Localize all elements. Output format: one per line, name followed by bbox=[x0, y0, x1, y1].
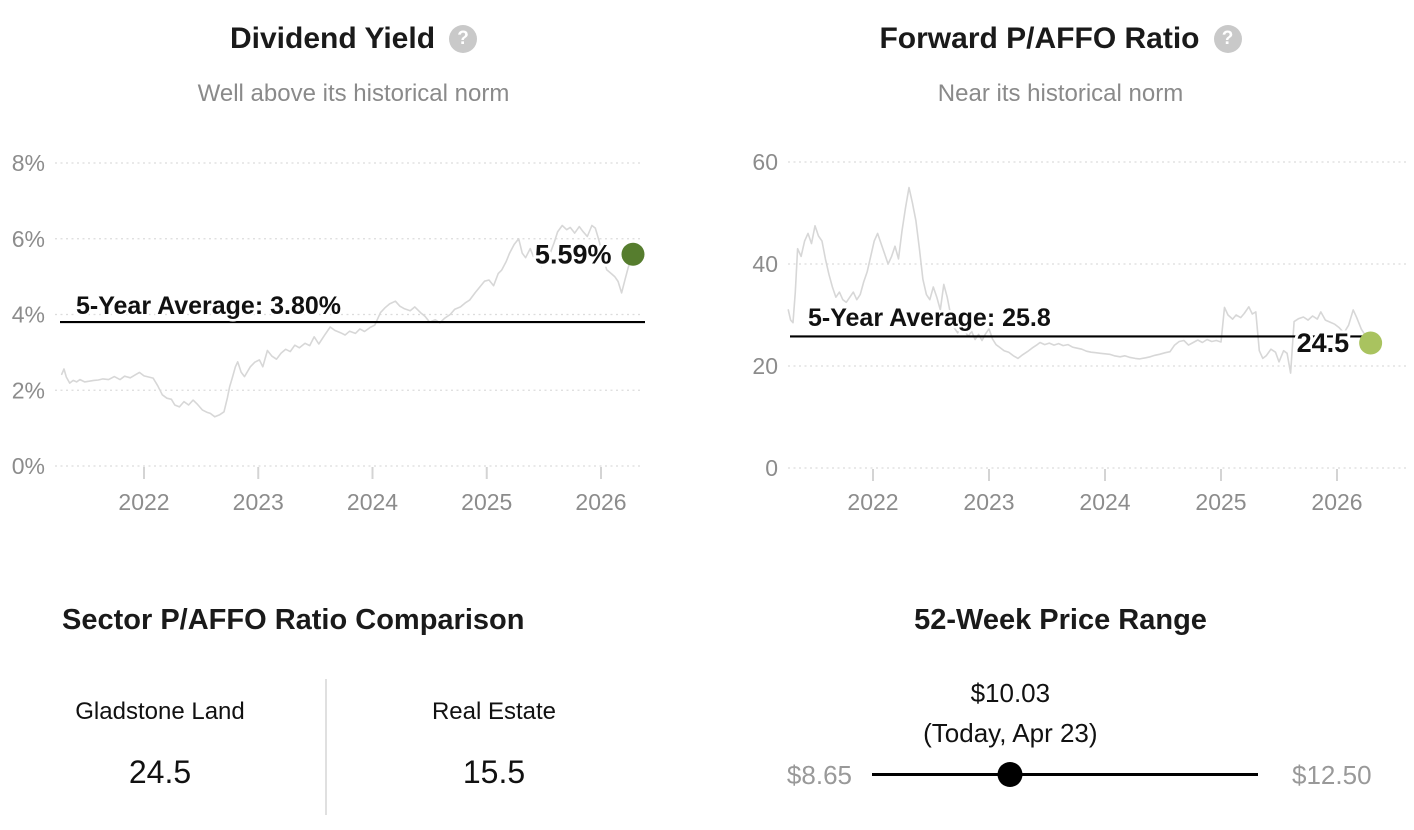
y-axis-tick-label: 0 bbox=[765, 455, 778, 481]
x-axis-tick-label: 2022 bbox=[118, 489, 169, 515]
price-range-track bbox=[872, 773, 1258, 776]
comparison-label-gladstone: Gladstone Land bbox=[75, 698, 245, 725]
x-axis-tick-label: 2024 bbox=[1079, 489, 1130, 515]
comparison-value-sector: 15.5 bbox=[462, 754, 526, 790]
y-axis-tick-label: 20 bbox=[752, 353, 778, 379]
x-axis-tick-label: 2025 bbox=[461, 489, 512, 515]
x-axis-tick-label: 2026 bbox=[575, 489, 626, 515]
current-value-label: 24.5 bbox=[1297, 328, 1350, 358]
forward-paffo-header: Forward P/AFFO Ratio ? bbox=[707, 22, 1414, 56]
current-price-marker bbox=[997, 762, 1023, 787]
dividend-yield-title: Dividend Yield bbox=[229, 22, 436, 55]
dividend-yield-header: Dividend Yield ? bbox=[0, 22, 707, 56]
average-label: 5-Year Average: 25.8 bbox=[808, 304, 1051, 332]
range-high-label: $12.50 bbox=[1292, 760, 1372, 790]
help-icon[interactable]: ? bbox=[449, 25, 478, 53]
current-value-dot bbox=[621, 242, 645, 266]
price-range-title: 52-Week Price Range bbox=[914, 604, 1207, 636]
x-axis-tick-label: 2022 bbox=[847, 489, 898, 515]
x-axis-tick-label: 2025 bbox=[1195, 489, 1246, 515]
sector-comparison-panel: Sector P/AFFO Ratio Comparison Gladstone… bbox=[0, 570, 707, 830]
y-axis-tick-label: 40 bbox=[752, 251, 778, 277]
y-axis-tick-label: 8% bbox=[12, 150, 45, 176]
series-line bbox=[60, 224, 634, 418]
x-axis-tick-label: 2023 bbox=[963, 489, 1014, 515]
forward-paffo-chart: 0 20 40 60 2022 2023 2024 2025 2026 5-Year Averag… bbox=[752, 149, 1408, 515]
column-divider bbox=[325, 679, 327, 815]
price-range-panel: 52-Week Price Range $10.03 (Today, Apr 2… bbox=[707, 570, 1414, 830]
y-axis-tick-label: 60 bbox=[752, 149, 778, 175]
range-low-label: $8.65 bbox=[786, 760, 852, 790]
forward-paffo-subtitle: Near its historical norm bbox=[937, 80, 1184, 107]
comparison-label-sector: Real Estate bbox=[431, 698, 557, 725]
average-label: 5-Year Average: 3.80% bbox=[76, 292, 341, 320]
y-axis-tick-label: 2% bbox=[12, 377, 45, 403]
x-axis-tick-label: 2026 bbox=[1311, 489, 1362, 515]
y-axis-tick-label: 4% bbox=[12, 302, 45, 328]
series-line bbox=[787, 186, 1372, 374]
forward-paffo-panel: Forward P/AFFO Ratio ? Near its historic… bbox=[707, 0, 1414, 570]
current-value-label: 5.59% bbox=[535, 239, 612, 269]
sector-comparison-title: Sector P/AFFO Ratio Comparison bbox=[62, 604, 525, 636]
current-price-date: (Today, Apr 23) bbox=[923, 718, 1098, 748]
current-price: $10.03 bbox=[970, 678, 1051, 708]
x-axis-tick-label: 2023 bbox=[233, 489, 284, 515]
dividend-yield-subtitle: Well above its historical norm bbox=[197, 80, 510, 107]
x-axis-tick-label: 2024 bbox=[347, 489, 398, 515]
dividend-yield-chart: 0% 2% 4% 6% 8% 2022 2023 2024 2025 2026 5-Year Ave… bbox=[12, 150, 645, 515]
help-icon[interactable]: ? bbox=[1213, 25, 1242, 53]
y-axis-tick-label: 0% bbox=[12, 453, 45, 479]
forward-paffo-title: Forward P/AFFO Ratio bbox=[879, 22, 1200, 55]
current-value-dot bbox=[1359, 331, 1383, 355]
y-axis-tick-label: 6% bbox=[12, 226, 45, 252]
dividend-yield-panel: Dividend Yield ? Well above its historic… bbox=[0, 0, 707, 570]
comparison-value-gladstone: 24.5 bbox=[128, 754, 192, 790]
